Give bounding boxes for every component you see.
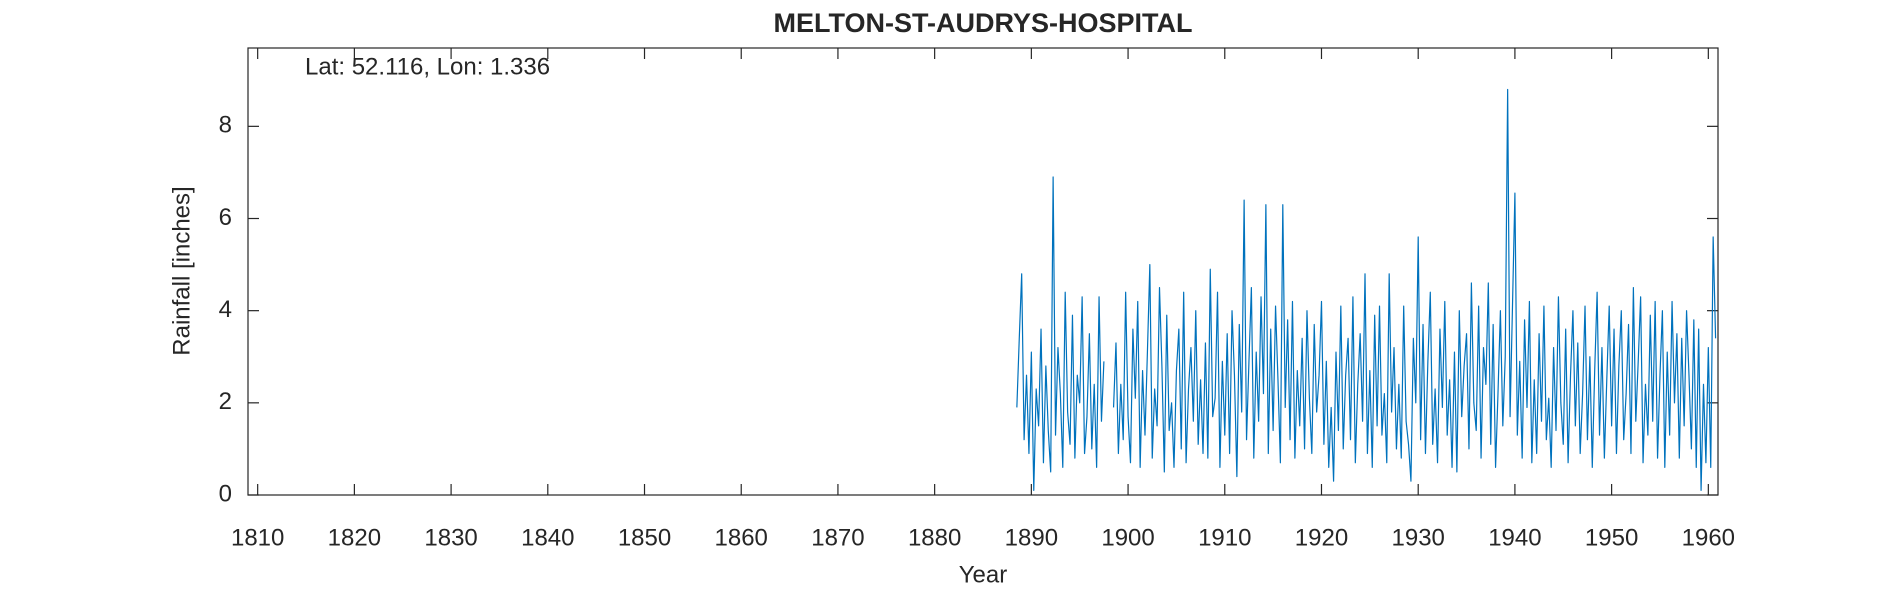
x-tick-label: 1880: [908, 524, 961, 551]
chart-title: MELTON-ST-AUDRYS-HOSPITAL: [774, 8, 1193, 38]
x-tick-label: 1910: [1198, 524, 1251, 551]
rainfall-line: [1016, 88, 1717, 491]
x-tick-label: 1930: [1392, 524, 1445, 551]
x-tick-label: 1890: [1005, 524, 1058, 551]
y-tick-label: 6: [219, 204, 232, 231]
x-tick-label: 1820: [328, 524, 381, 551]
y-tick-label: 0: [219, 480, 232, 507]
x-tick-label: 1810: [231, 524, 284, 551]
x-tick-label: 1850: [618, 524, 671, 551]
y-axis-label: Rainfall [inches]: [168, 186, 195, 355]
x-tick-label: 1870: [811, 524, 864, 551]
x-tick-label: 1840: [521, 524, 574, 551]
x-tick-label: 1960: [1682, 524, 1735, 551]
axes-box: [247, 47, 1719, 496]
x-tick-label: 1860: [715, 524, 768, 551]
x-tick-label: 1830: [424, 524, 477, 551]
x-tick-label: 1950: [1585, 524, 1638, 551]
x-tick-label: 1900: [1101, 524, 1154, 551]
x-tick-label: 1940: [1488, 524, 1541, 551]
annotation: Lat: 52.116, Lon: 1.336: [305, 53, 550, 80]
x-axis-label: Year: [959, 561, 1008, 588]
y-tick-label: 4: [219, 296, 232, 323]
x-tick-label: 1920: [1295, 524, 1348, 551]
y-tick-label: 2: [219, 388, 232, 415]
y-tick-label: 8: [219, 112, 232, 139]
